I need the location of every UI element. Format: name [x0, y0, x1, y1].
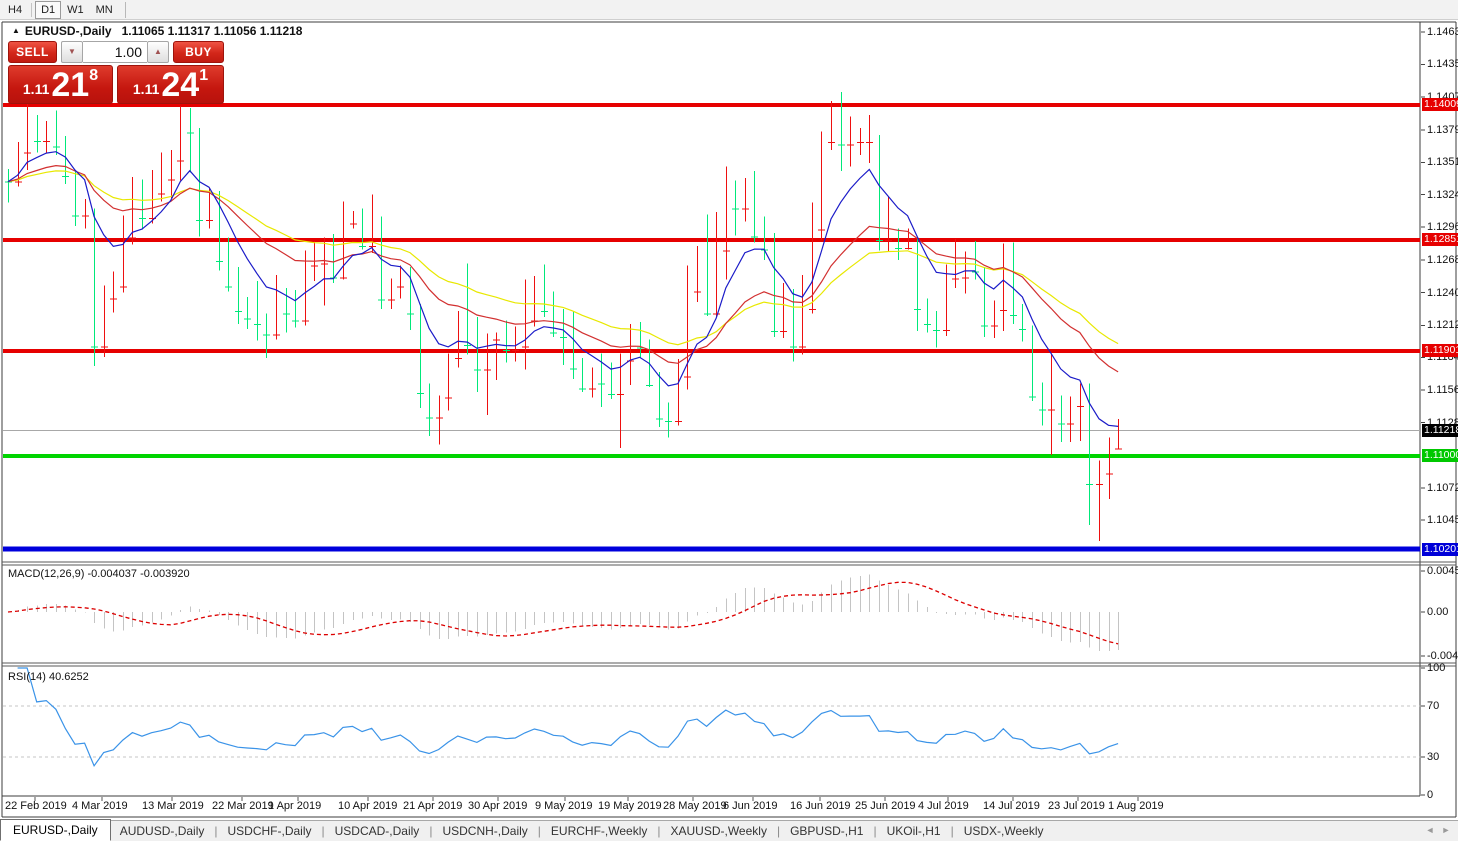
- date-axis-label: 30 Apr 2019: [468, 800, 528, 812]
- tab-separator: |: [873, 824, 877, 838]
- sell-price-display[interactable]: 1.11 21 8: [8, 65, 113, 104]
- buy-button[interactable]: BUY: [173, 41, 224, 63]
- date-axis-label: 25 Jun 2019: [855, 800, 916, 812]
- price-axis-tick: 1.13795: [1427, 123, 1458, 136]
- date-axis-label: 1 Aug 2019: [1108, 800, 1164, 812]
- date-axis-label: 10 Apr 2019: [338, 800, 398, 812]
- sell-price-big: 21: [51, 66, 90, 104]
- date-axis-label: 1 Apr 2019: [268, 800, 322, 812]
- price-axis-tick: 1.12680: [1427, 253, 1458, 266]
- tab-separator: |: [429, 824, 433, 838]
- timeframe-toolbar: H4 D1 W1 MN: [0, 0, 1458, 20]
- date-axis-label: 14 Jul 2019: [983, 800, 1040, 812]
- collapse-triangle-icon[interactable]: ▲: [12, 26, 20, 35]
- support-price-tag-green: 1.11000: [1422, 449, 1458, 463]
- chevron-up-icon: ▲: [154, 47, 162, 56]
- price-axis-tick: 1.12120: [1427, 319, 1458, 332]
- date-axis-label: 22 Mar 2019: [212, 800, 274, 812]
- tab-separator: |: [657, 824, 661, 838]
- timeframe-h4-button[interactable]: H4: [2, 1, 28, 19]
- chart-tab-usdcnh-daily[interactable]: USDCNH-,Daily: [433, 822, 536, 840]
- buy-price-base: 1.11: [132, 81, 160, 97]
- sell-price-base: 1.11: [22, 81, 50, 97]
- date-axis-label: 23 Jul 2019: [1048, 800, 1105, 812]
- sell-button[interactable]: SELL: [8, 41, 57, 63]
- timeframe-mn-button[interactable]: MN: [90, 1, 119, 19]
- rsi-axis-tick: 0: [1427, 789, 1434, 801]
- toolbar-separator: [31, 2, 33, 17]
- tab-separator: |: [776, 824, 781, 838]
- chart-tab-usdx-weekly[interactable]: USDX-,Weekly: [955, 822, 1053, 840]
- resistance-price-tag-3: 1.11901: [1422, 344, 1458, 358]
- sell-price-sup: 8: [89, 67, 99, 84]
- date-axis-label: 21 Apr 2019: [403, 800, 463, 812]
- chart-tab-gbpusd-h1[interactable]: GBPUSD-,H1: [781, 822, 872, 840]
- tab-scroll-right-button[interactable]: ►: [1440, 825, 1452, 835]
- chart-tab-audusd-daily[interactable]: AUDUSD-,Daily: [111, 822, 214, 840]
- date-axis-label: 13 Mar 2019: [142, 800, 204, 812]
- ohlc-quote: 1.11065 1.11317 1.11056 1.11218: [121, 24, 303, 38]
- price-axis-tick: 1.12960: [1427, 221, 1458, 234]
- macd-axis-tick: 0.00: [1427, 606, 1449, 618]
- chart-tab-eurchf-weekly[interactable]: EURCHF-,Weekly: [542, 822, 656, 840]
- toolbar-separator: [124, 1, 126, 18]
- rsi-axis-tick: 30: [1427, 750, 1440, 763]
- current-price-tag: 1.11218: [1422, 424, 1458, 438]
- timeframe-d1-button[interactable]: D1: [35, 0, 62, 19]
- chart-tab-usdcad-daily[interactable]: USDCAD-,Daily: [326, 822, 429, 840]
- buy-price-sup: 1: [199, 67, 209, 84]
- arrow-left-icon: ◄: [1425, 825, 1435, 835]
- timeframe-w1-button[interactable]: W1: [61, 1, 90, 19]
- macd-axis-tick: -0.00480: [1427, 649, 1458, 662]
- buy-price-display[interactable]: 1.11 24 1: [117, 65, 224, 104]
- one-click-trading-panel: SELL ▼ ▲ BUY 1.11 21 8 1.11 24 1: [8, 41, 224, 104]
- price-axis-tick: 1.14355: [1427, 58, 1458, 71]
- rsi-axis-tick: 100: [1427, 662, 1446, 674]
- date-axis-label: 19 May 2019: [598, 800, 662, 812]
- resistance-price-tag-1: 1.14009: [1422, 98, 1458, 112]
- tab-separator: |: [321, 824, 325, 838]
- rsi-pane-label: RSI(14) 40.6252: [8, 671, 89, 683]
- chart-tab-usdchf-daily[interactable]: USDCHF-,Daily: [219, 822, 321, 840]
- date-axis-label: 22 Feb 2019: [5, 800, 67, 812]
- date-axis-label: 4 Jul 2019: [918, 800, 969, 812]
- arrow-right-icon: ►: [1441, 825, 1451, 835]
- chevron-down-icon: ▼: [68, 47, 76, 56]
- price-axis-tick: 1.14635: [1427, 25, 1458, 38]
- date-axis-label: 16 Jun 2019: [790, 800, 851, 812]
- rsi-axis-tick: 70: [1427, 700, 1440, 713]
- buy-price-big: 24: [161, 66, 200, 104]
- date-axis-label: 6 Jun 2019: [723, 800, 778, 812]
- tab-separator: |: [950, 824, 954, 838]
- chart-tab-xauusd-weekly[interactable]: XAUUSD-,Weekly: [661, 822, 775, 840]
- price-axis-tick: 1.12400: [1427, 286, 1458, 299]
- tab-scroll-left-button[interactable]: ◄: [1424, 825, 1436, 835]
- tab-separator: |: [537, 824, 541, 838]
- price-axis-tick: 1.13240: [1427, 188, 1458, 201]
- chart-tab-bar: EURUSD-,Daily AUDUSD-,Daily | USDCHF-,Daily…: [0, 819, 1458, 841]
- symbol-name: EURUSD-,Daily: [24, 24, 112, 38]
- price-axis-tick: 1.11565: [1427, 384, 1458, 397]
- price-axis-tick: 1.10725: [1427, 482, 1458, 495]
- volume-decrease-button[interactable]: ▼: [61, 41, 83, 63]
- macd-axis-tick: 0.004517: [1427, 564, 1458, 577]
- macd-pane-label: MACD(12,26,9) -0.004037 -0.003920: [8, 568, 190, 580]
- date-axis-label: 28 May 2019: [663, 800, 727, 812]
- price-axis-tick: 1.13515: [1427, 156, 1458, 169]
- tab-separator: |: [214, 824, 218, 838]
- chart-title: ▲ EURUSD-,Daily 1.11065 1.11317 1.11056 1.…: [12, 24, 302, 38]
- chart-tab-ukoil-h1[interactable]: UKOil-,H1: [878, 822, 950, 840]
- volume-increase-button[interactable]: ▲: [147, 41, 169, 63]
- volume-input[interactable]: [83, 41, 147, 63]
- date-axis-label: 4 Mar 2019: [72, 800, 128, 812]
- date-axis-label: 9 May 2019: [535, 800, 593, 812]
- chart-tab-eurusd-daily[interactable]: EURUSD-,Daily: [0, 819, 111, 841]
